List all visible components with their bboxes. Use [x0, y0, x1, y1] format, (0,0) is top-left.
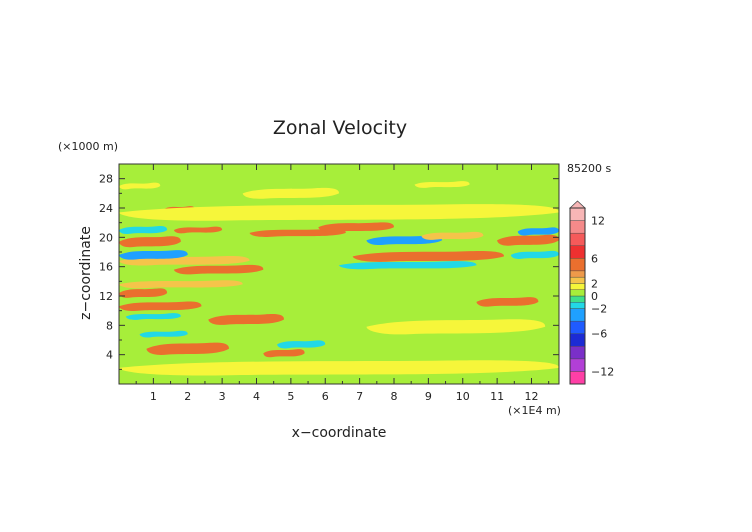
field-band: [366, 319, 546, 335]
field-band: [263, 349, 305, 358]
colorbar-tick-label: 12: [591, 215, 605, 228]
colorbar-tick-label: 0: [591, 290, 598, 303]
colorbar-swatch: [569, 289, 586, 297]
x-unit-label: (×1E4 m): [508, 404, 561, 417]
colorbar-swatch: [569, 232, 586, 246]
colorbar-swatch: [569, 320, 586, 334]
colorbar-tick-label: 2: [591, 277, 598, 290]
field-band: [242, 187, 339, 199]
field-band: [119, 204, 559, 221]
x-tick-label: 3: [219, 390, 226, 403]
field-band: [352, 250, 504, 262]
y-tick-label: 8: [106, 319, 113, 332]
field-band: [339, 261, 477, 270]
field-band: [119, 236, 181, 248]
field-band: [119, 288, 168, 298]
x-tick-label: 7: [356, 390, 363, 403]
field-band: [517, 227, 559, 236]
y-tick-label: 20: [99, 231, 113, 244]
colorbar-swatch: [569, 295, 586, 303]
field-band: [119, 182, 161, 190]
colorbar-swatch: [569, 358, 586, 372]
field-band: [249, 228, 346, 237]
x-tick-label: 12: [525, 390, 539, 403]
y-tick-label: 4: [106, 349, 113, 362]
chart-title: Zonal Velocity: [273, 117, 407, 139]
colorbar: 12 6 20−2 −6 −12: [568, 200, 614, 385]
colorbar-swatch: [569, 283, 586, 290]
field-band: [139, 330, 188, 338]
field-band: [125, 313, 181, 320]
field-band: [119, 250, 188, 260]
colorbar-tick-label: −12: [591, 365, 614, 378]
x-tick-label: 2: [184, 390, 191, 403]
y-axis-ticks: 4 8 12 16 20 24 28: [99, 173, 559, 370]
colorbar-swatch: [569, 371, 586, 385]
colorbar-frame: [569, 207, 586, 385]
field-band: [208, 314, 284, 325]
y-tick-label: 16: [99, 261, 113, 274]
field-band: [497, 234, 559, 246]
field-band: [277, 340, 326, 349]
field-band: [146, 342, 229, 355]
field-band: [119, 301, 202, 312]
colorbar-swatch: [569, 270, 586, 278]
field-band: [414, 181, 470, 188]
field-band: [510, 250, 559, 259]
x-tick-label: 6: [322, 390, 329, 403]
colorbar-swatch: [569, 276, 586, 284]
colorbar-swatch: [569, 333, 586, 347]
colorbar-tick-label: −6: [591, 328, 607, 341]
y-axis-label: z−coordinate: [78, 226, 94, 320]
x-tick-label: 10: [456, 390, 470, 403]
x-axis-label: x−coordinate: [292, 425, 387, 441]
colorbar-swatch: [569, 245, 586, 259]
y-tick-label: 24: [99, 202, 113, 215]
x-axis-ticks: 1 2 3 4 5 6 7 8 9 10 11 12: [135, 164, 550, 403]
x-tick-label: 4: [253, 390, 260, 403]
colorbar-swatch: [569, 302, 586, 309]
y-tick-label: 28: [99, 173, 113, 186]
x-tick-label: 9: [425, 390, 432, 403]
x-tick-label: 5: [287, 390, 294, 403]
colorbar-swatch: [569, 258, 586, 272]
x-tick-label: 1: [150, 390, 157, 403]
field-band: [174, 226, 223, 234]
colorbar-cap: [568, 200, 587, 209]
velocity-field: [119, 164, 559, 384]
field-band: [318, 222, 394, 232]
field-band: [476, 297, 539, 307]
colorbar-swatch: [569, 346, 586, 360]
time-label: 85200 s: [567, 162, 611, 175]
field-band: [421, 231, 484, 240]
field-band: [119, 225, 168, 235]
field-band: [174, 264, 264, 275]
colorbar-swatch: [569, 207, 586, 221]
plot-frame: [118, 163, 560, 385]
colorbar-tick-label: −2: [591, 303, 607, 316]
colorbar-swatch: [569, 308, 586, 322]
colorbar-tick-label: 6: [591, 252, 598, 265]
y-tick-label: 12: [99, 290, 113, 303]
field-band: [119, 360, 559, 376]
colorbar-swatch: [569, 220, 586, 234]
y-unit-label: (×1000 m): [58, 140, 118, 153]
x-tick-label: 8: [391, 390, 398, 403]
field-band: [119, 280, 243, 289]
x-tick-label: 11: [490, 390, 504, 403]
